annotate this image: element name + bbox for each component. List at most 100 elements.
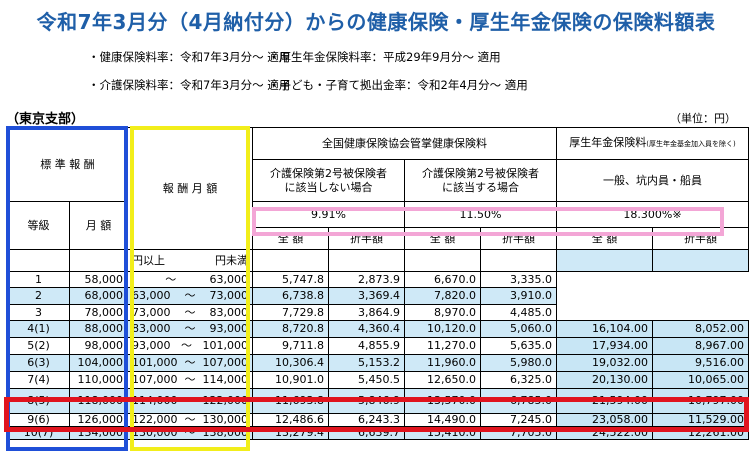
header-full-pension: 全 額 [556, 227, 653, 250]
cell-cf: 15,410.0 [404, 426, 481, 440]
header-health-group: 全国健康保険協会管掌健康保険料 [252, 127, 557, 160]
note-care-rate: ・介護保険料率：令和7年3月分～ 適用 [88, 78, 291, 92]
range-tilde: ～ [184, 413, 196, 426]
range-to: 122,000 [202, 394, 249, 407]
header-pension-group: 厚生年金保険料(厚生年金基金加入員を除く) [556, 127, 749, 160]
table-row: 9(6) 126,000 122,000 ～ 130,000 12,486.6 6,243.… [7, 413, 749, 427]
cell-nf: 8,720.8 [252, 320, 329, 338]
spacer-cell [480, 249, 557, 272]
cell-nh: 3,864.9 [328, 304, 405, 321]
cell-monthly: 58,000 [69, 271, 128, 288]
range-from: 114,000 [132, 394, 178, 407]
cell-monthly: 98,000 [69, 337, 128, 355]
cell-monthly: 126,000 [69, 413, 128, 427]
cell-nf: 6,738.8 [252, 287, 329, 305]
cell-nh: 5,450.5 [328, 371, 405, 389]
header-no-care-line1: 介護保険第2号被保険者 [270, 166, 387, 180]
cell-ch: 3,910.0 [480, 287, 557, 305]
range-cell: 114,000 ～ 122,000 [127, 388, 253, 414]
cell-ph: 12,261.00 [652, 426, 749, 440]
table-row: 3 78,000 73,000 ～ 83,000 7,729.8 3,864.9 8,970.… [7, 304, 749, 321]
range-tilde: ～ [184, 373, 196, 386]
cell-ph: 10,797.00 [652, 388, 749, 414]
range-tilde: ～ [184, 356, 196, 369]
cell-grade: 10(7) [7, 426, 70, 440]
pension-empty-cell [652, 249, 749, 272]
spacer-cell [404, 249, 481, 272]
range-cell: 93,000 ～ 101,000 [127, 337, 253, 355]
range-tilde: ～ [184, 305, 196, 319]
cell-ph: 9,516.00 [652, 354, 749, 372]
cell-grade: 2 [7, 287, 70, 305]
cell-nf: 12,486.6 [252, 413, 329, 427]
cell-nf: 13,279.4 [252, 426, 329, 440]
cell-nh: 5,846.9 [328, 388, 405, 414]
cell-grade: 9(6) [7, 413, 70, 427]
cell-monthly: 88,000 [69, 320, 128, 338]
header-no-care: 介護保険第2号被保険者 に該当しない場合 [252, 159, 405, 202]
cell-cf: 12,650.0 [404, 371, 481, 389]
range-tilde: ～ [184, 322, 196, 335]
note-pension-rate: ・厚生年金保険料率：平成29年9月分～ 適用 [268, 50, 501, 64]
range-tilde: ～ [181, 339, 192, 352]
unit-label: （単位：円） [670, 112, 736, 125]
range-cell: 83,000 ～ 93,000 [127, 320, 253, 338]
cell-ch: 7,705.0 [480, 426, 557, 440]
range-cell: 63,000 ～ 73,000 [127, 287, 253, 305]
cell-cf: 13,570.0 [404, 388, 481, 414]
range-cell: 73,000 ～ 83,000 [127, 304, 253, 321]
cell-cf: 11,960.0 [404, 354, 481, 372]
cell-nf: 5,747.8 [252, 271, 329, 288]
cell-ph: 8,052.00 [652, 320, 749, 338]
cell-grade: 5(2) [7, 337, 70, 355]
cell-nf: 9,711.8 [252, 337, 329, 355]
range-cell: 130,000 ～ 138,000 [127, 426, 253, 440]
cell-ch: 4,485.0 [480, 304, 557, 321]
cell-ch: 5,635.0 [480, 337, 557, 355]
cell-ph: 11,529.00 [652, 413, 749, 427]
cell-grade: 6(3) [7, 354, 70, 372]
rate-care: 11.50% [404, 201, 557, 228]
note-health-rate: ・健康保険料率：令和7年3月分～ 適用 [88, 50, 291, 64]
cell-nf: 10,901.0 [252, 371, 329, 389]
range-to: 114,000 [202, 373, 249, 386]
page-title: 令和7年3月分（4月納付分）からの健康保険・厚生年金保険の保険料額表 [36, 10, 716, 34]
range-labels: 円以上 円未満 [127, 249, 253, 272]
table-row: 10(7) 134,000 130,000 ～ 138,000 13,279.4 6,639… [7, 426, 749, 440]
header-monthly: 月 額 [69, 201, 128, 250]
range-to: 63,000 [209, 272, 249, 286]
cell-monthly: 118,000 [69, 388, 128, 414]
table-row: 6(3) 104,000 101,000 ～ 107,000 10,306.4 5,153.… [7, 354, 749, 372]
range-to: 130,000 [202, 413, 249, 426]
range-cell: 107,000 ～ 114,000 [127, 371, 253, 389]
range-cell: 122,000 ～ 130,000 [127, 413, 253, 427]
range-from: 93,000 [132, 339, 171, 352]
range-tilde: ～ [184, 426, 196, 439]
cell-pf: 23,058.00 [556, 413, 653, 427]
rate-no-care: 9.91% [252, 201, 405, 228]
range-to: 93,000 [209, 322, 249, 335]
table-row: 4(1) 88,000 83,000 ～ 93,000 8,720.8 4,360.4 10,… [7, 320, 749, 338]
cell-nf: 10,306.4 [252, 354, 329, 372]
cell-cf: 7,820.0 [404, 287, 481, 305]
spacer-cell [252, 249, 329, 272]
cell-pf: 19,032.00 [556, 354, 653, 372]
header-half-care: 折半額 [480, 227, 557, 250]
pension-empty-cell [556, 249, 653, 272]
range-tilde: ～ [165, 272, 177, 286]
table-row: 5(2) 98,000 93,000 ～ 101,000 9,711.8 4,855.9 11… [7, 337, 749, 355]
table-row: 1 58,000 ～ 63,000 5,747.8 2,873.9 6,670.0 3,335… [7, 271, 749, 288]
cell-pf: 20,130.00 [556, 371, 653, 389]
header-no-care-line2: に該当しない場合 [284, 180, 373, 194]
cell-ch: 5,060.0 [480, 320, 557, 338]
range-to-label: 円未満 [215, 253, 248, 267]
cell-cf: 10,120.0 [404, 320, 481, 338]
cell-nh: 3,369.4 [328, 287, 405, 305]
cell-grade: 8(5) [7, 388, 70, 414]
range-from-label: 円以上 [132, 253, 165, 267]
cell-monthly: 110,000 [69, 371, 128, 389]
header-general: 一般、坑内員・船員 [556, 159, 749, 202]
header-care-line1: 介護保険第2号被保険者 [422, 166, 539, 180]
cell-cf: 8,970.0 [404, 304, 481, 321]
header-remuneration: 報 酬 月 額 [127, 127, 253, 250]
